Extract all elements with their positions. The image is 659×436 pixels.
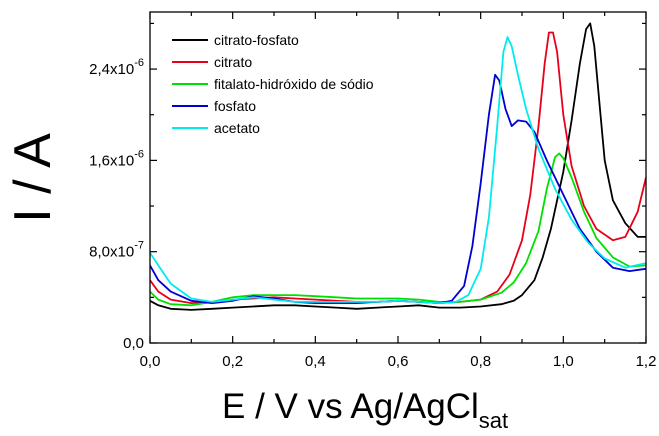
x-tick-label: 1,0 (553, 353, 574, 370)
x-tick-labels: 0,0 0,2 0,4 0,6 0,8 1,0 1,2 (140, 353, 657, 370)
y-tick-base: 8,0x10 (89, 244, 134, 261)
legend-label-3: fosfato (214, 98, 256, 114)
x-axis-title: E / V vs Ag/AgClsat (222, 387, 508, 433)
x-axis-title-subscript: sat (479, 408, 508, 433)
legend-label-0: citrato-fosfato (214, 32, 299, 48)
series-line-2 (150, 152, 646, 307)
series-line-4 (150, 36, 646, 304)
series-layer (150, 22, 646, 311)
x-tick-label: 1,2 (636, 353, 657, 370)
y-tick-label: 0,0 (123, 335, 144, 352)
x-tick-label: 0,6 (388, 353, 409, 370)
x-tick-label: 0,4 (305, 353, 326, 370)
x-axis-title-text: E / V vs Ag/AgCl (222, 387, 479, 426)
y-axis-title: I / A (4, 133, 62, 223)
y-tick-exponent: -6 (134, 148, 144, 160)
y-tick-base: 2,4x10 (89, 61, 134, 78)
legend-label-1: citrato (214, 54, 252, 70)
legend-label-4: acetato (214, 120, 260, 136)
y-tick-exponent: -6 (134, 57, 144, 69)
y-tick-base: 1,6x10 (89, 152, 134, 169)
legend: citrato-fosfato citrato fitalato-hidróxido… (172, 32, 374, 136)
x-tick-label: 0,8 (470, 353, 491, 370)
y-tick-label: 1,6x10-6 (89, 148, 144, 169)
y-tick-labels: 0,08,0x10-71,6x10-62,4x10-6 (89, 57, 144, 352)
y-tick-label: 8,0x10-7 (89, 240, 144, 261)
x-tick-label: 0,2 (222, 353, 243, 370)
y-tick-exponent: -7 (134, 240, 144, 252)
y-tick-label: 2,4x10-6 (89, 57, 144, 78)
axis-ticks (149, 12, 647, 344)
y-tick-base: 0,0 (123, 335, 144, 352)
legend-label-2: fitalato-hidróxido de sódio (214, 76, 374, 92)
x-tick-label: 0,0 (140, 353, 161, 370)
series-line-0 (150, 22, 646, 311)
series-line-1 (150, 31, 646, 304)
